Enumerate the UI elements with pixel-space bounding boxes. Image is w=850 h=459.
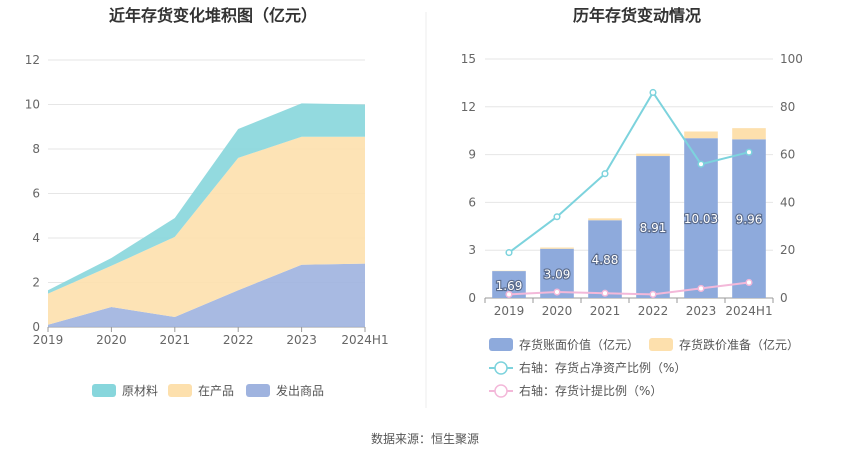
line-point	[505, 249, 513, 257]
right-y-tick-label: 3	[468, 243, 476, 257]
left-x-tick-label: 2021	[160, 333, 191, 347]
line-point	[601, 289, 609, 297]
right-y2-tick-label: 0	[780, 291, 788, 305]
line-point	[601, 170, 609, 178]
bar-value-label: 8.91	[640, 221, 667, 235]
bar-value-label: 9.96	[736, 213, 763, 227]
right-y2-tick-label: 80	[780, 100, 795, 114]
left-y-tick-label: 2	[32, 276, 40, 290]
right-bars: 1.69 3.09 4.88 8.91 10.03 9.96	[492, 128, 766, 298]
left-x-tick-label: 2019	[33, 333, 64, 347]
right-y-tick-label: 9	[468, 148, 476, 162]
area-series	[48, 263, 365, 327]
left-y-tick-label: 6	[32, 187, 40, 201]
legend-swatch	[168, 384, 192, 397]
right-x-tick-label: 2024H1	[725, 304, 772, 318]
left-x-axis: 2019 2020 2021 2022 2023 2024H1	[33, 327, 389, 347]
line-point	[649, 290, 657, 298]
right-y-tick-label: 15	[461, 52, 476, 66]
bar-reserve	[732, 128, 766, 140]
right-lines	[505, 88, 753, 298]
right-grid	[485, 58, 773, 299]
legend-label: 存货跌价准备（亿元）	[679, 337, 799, 352]
right-legend: 存货账面价值（亿元） 存货跌价准备（亿元） 右轴：存货占净资产比例（%） 右轴：存货计…	[489, 337, 799, 398]
right-left-y-axis: 0 3 6 9 12 15	[461, 52, 476, 305]
right-right-y-axis: 0 20 40 60 80 100	[780, 52, 803, 305]
line-point	[697, 284, 705, 292]
left-areas	[48, 103, 365, 327]
left-y-tick-label: 0	[32, 320, 40, 334]
legend-swatch	[489, 338, 513, 351]
data-source: 数据来源：恒生聚源	[371, 431, 479, 446]
legend-label: 存货账面价值（亿元）	[519, 337, 639, 352]
line-point	[697, 160, 705, 168]
right-y2-tick-label: 100	[780, 52, 803, 66]
area-series	[48, 103, 365, 294]
bar-value-label: 4.88	[592, 253, 619, 267]
right-x-tick-label: 2023	[686, 304, 717, 318]
left-x-tick-label: 2022	[223, 333, 254, 347]
bar-book-value	[732, 139, 766, 298]
bar-line-chart: 历年存货变动情况 1.69 3.09 4.88 8.91 10.03 9.96 0 3 6 9 1…	[461, 6, 803, 398]
right-x-tick-label: 2020	[542, 304, 573, 318]
right-x-tick-label: 2019	[494, 304, 525, 318]
bar-reserve	[588, 218, 622, 221]
line-point	[505, 290, 513, 298]
right-y-tick-label: 0	[468, 291, 476, 305]
legend-label: 在产品	[198, 384, 234, 398]
line-point	[745, 278, 753, 287]
bar-reserve	[636, 153, 670, 157]
left-y-tick-label: 12	[25, 53, 40, 67]
line-point	[553, 213, 561, 221]
bar-reserve	[540, 247, 574, 249]
right-chart-title: 历年存货变动情况	[573, 6, 701, 25]
legend-marker	[494, 361, 508, 375]
bar-reserve	[684, 131, 718, 139]
legend-swatch	[246, 384, 270, 397]
bar-value-label: 1.69	[496, 279, 523, 293]
left-chart-title: 近年存货变化堆积图（亿元）	[109, 6, 317, 25]
left-y-axis: 0 2 4 6 8 10 12	[25, 53, 40, 334]
left-x-tick-label: 2020	[96, 333, 127, 347]
right-y2-tick-label: 40	[780, 195, 795, 209]
right-y-tick-label: 12	[461, 100, 476, 114]
right-y2-tick-label: 60	[780, 148, 795, 162]
right-x-tick-label: 2022	[638, 304, 669, 318]
stacked-area-chart: 近年存货变化堆积图（亿元） 0 2 4 6 8 10 12 2019 2020 2021 2022…	[25, 6, 389, 398]
line-point	[553, 288, 561, 296]
left-x-tick-label: 2023	[286, 333, 317, 347]
bar-book-value	[636, 156, 670, 298]
legend-label: 右轴：存货占净资产比例（%）	[519, 360, 686, 375]
right-x-axis: 2019 2020 2021 2022 2023 2024H1	[484, 298, 774, 318]
right-x-tick-label: 2021	[590, 304, 621, 318]
legend-label: 右轴：存货计提比例（%）	[519, 383, 662, 398]
bar-value-label: 10.03	[684, 212, 718, 226]
bar-value-label: 3.09	[544, 267, 571, 281]
right-y2-tick-label: 20	[780, 243, 795, 257]
left-y-tick-label: 8	[32, 142, 40, 156]
line-series	[508, 281, 750, 296]
bar-book-value	[588, 220, 622, 298]
left-y-tick-label: 4	[32, 231, 40, 245]
left-y-tick-label: 10	[25, 98, 40, 112]
left-x-tick-label: 2024H1	[341, 333, 388, 347]
legend-label: 原材料	[122, 384, 158, 398]
legend-label: 发出商品	[276, 383, 324, 398]
left-legend: 原材料 在产品 发出商品	[92, 383, 324, 398]
legend-marker	[494, 384, 508, 398]
line-point	[649, 88, 657, 97]
line-series	[508, 90, 750, 254]
area-series	[48, 136, 365, 325]
legend-swatch	[92, 384, 116, 397]
line-point	[745, 148, 753, 156]
legend-swatch	[649, 338, 673, 351]
right-y-tick-label: 6	[468, 195, 476, 209]
